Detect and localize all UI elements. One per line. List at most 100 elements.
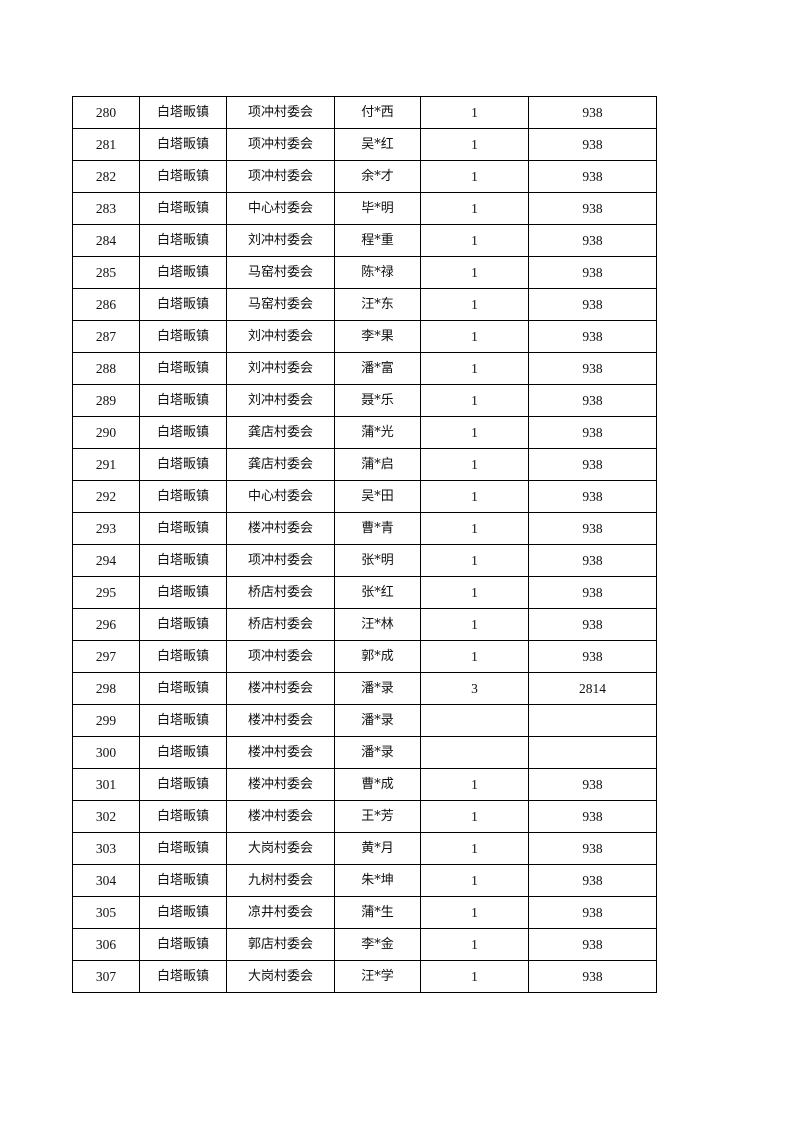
town-cell: 白塔畈镇 [139, 928, 227, 961]
count-cell: 1 [420, 384, 529, 417]
count-cell: 1 [420, 192, 529, 225]
table-row: 304 白塔畈镇 九树村委会 朱*坤 1 938 [72, 864, 657, 897]
town-cell: 白塔畈镇 [139, 768, 227, 801]
village-committee-cell: 九树村委会 [226, 864, 335, 897]
village-committee-cell: 马窑村委会 [226, 288, 335, 321]
town-cell: 白塔畈镇 [139, 192, 227, 225]
village-committee-cell: 楼冲村委会 [226, 512, 335, 545]
amount-cell: 938 [528, 416, 657, 449]
person-name-cell: 郭*成 [334, 640, 421, 673]
village-committee-cell: 桥店村委会 [226, 576, 335, 609]
village-committee-cell: 凉井村委会 [226, 896, 335, 929]
table-row: 286 白塔畈镇 马窑村委会 汪*东 1 938 [72, 288, 657, 321]
village-committee-cell: 刘冲村委会 [226, 384, 335, 417]
count-cell: 1 [420, 608, 529, 641]
row-number-cell: 287 [72, 320, 140, 353]
row-number-cell: 295 [72, 576, 140, 609]
row-number-cell: 285 [72, 256, 140, 289]
row-number-cell: 303 [72, 832, 140, 865]
town-cell: 白塔畈镇 [139, 512, 227, 545]
row-number-cell: 292 [72, 480, 140, 513]
amount-cell: 938 [528, 896, 657, 929]
town-cell: 白塔畈镇 [139, 320, 227, 353]
person-name-cell: 毕*明 [334, 192, 421, 225]
village-committee-cell: 大岗村委会 [226, 960, 335, 993]
table-row: 302 白塔畈镇 楼冲村委会 王*芳 1 938 [72, 800, 657, 833]
table-row: 296 白塔畈镇 桥店村委会 汪*林 1 938 [72, 608, 657, 641]
row-number-cell: 296 [72, 608, 140, 641]
row-number-cell: 301 [72, 768, 140, 801]
table-row: 298 白塔畈镇 楼冲村委会 潘*录 3 2814 [72, 672, 657, 705]
count-cell: 1 [420, 896, 529, 929]
count-cell: 1 [420, 352, 529, 385]
table-row: 284 白塔畈镇 刘冲村委会 程*重 1 938 [72, 224, 657, 257]
row-number-cell: 290 [72, 416, 140, 449]
count-cell: 1 [420, 128, 529, 161]
person-name-cell: 聂*乐 [334, 384, 421, 417]
count-cell: 1 [420, 224, 529, 257]
amount-cell: 938 [528, 160, 657, 193]
village-committee-cell: 桥店村委会 [226, 608, 335, 641]
town-cell: 白塔畈镇 [139, 480, 227, 513]
table-row: 290 白塔畈镇 龚店村委会 蒲*光 1 938 [72, 416, 657, 449]
town-cell: 白塔畈镇 [139, 704, 227, 737]
row-number-cell: 304 [72, 864, 140, 897]
count-cell: 1 [420, 512, 529, 545]
town-cell: 白塔畈镇 [139, 448, 227, 481]
count-cell: 1 [420, 160, 529, 193]
table-row: 287 白塔畈镇 刘冲村委会 李*果 1 938 [72, 320, 657, 353]
count-cell: 1 [420, 960, 529, 993]
row-number-cell: 294 [72, 544, 140, 577]
row-number-cell: 284 [72, 224, 140, 257]
count-cell: 1 [420, 864, 529, 897]
person-name-cell: 潘*富 [334, 352, 421, 385]
table-row: 306 白塔畈镇 郭店村委会 李*金 1 938 [72, 928, 657, 961]
count-cell: 1 [420, 576, 529, 609]
person-name-cell: 蒲*生 [334, 896, 421, 929]
person-name-cell: 张*红 [334, 576, 421, 609]
village-committee-cell: 刘冲村委会 [226, 320, 335, 353]
count-cell: 1 [420, 480, 529, 513]
count-cell: 1 [420, 288, 529, 321]
row-number-cell: 289 [72, 384, 140, 417]
row-number-cell: 305 [72, 896, 140, 929]
amount-cell [528, 736, 657, 769]
town-cell: 白塔畈镇 [139, 160, 227, 193]
table-row: 282 白塔畈镇 项冲村委会 余*才 1 938 [72, 160, 657, 193]
person-name-cell: 潘*录 [334, 672, 421, 705]
amount-cell: 938 [528, 448, 657, 481]
person-name-cell: 陈*禄 [334, 256, 421, 289]
row-number-cell: 281 [72, 128, 140, 161]
count-cell: 1 [420, 416, 529, 449]
count-cell: 1 [420, 320, 529, 353]
table-row: 291 白塔畈镇 龚店村委会 蒲*启 1 938 [72, 448, 657, 481]
person-name-cell: 余*才 [334, 160, 421, 193]
person-name-cell: 曹*成 [334, 768, 421, 801]
table-row: 294 白塔畈镇 项冲村委会 张*明 1 938 [72, 544, 657, 577]
town-cell: 白塔畈镇 [139, 864, 227, 897]
town-cell: 白塔畈镇 [139, 576, 227, 609]
village-committee-cell: 郭店村委会 [226, 928, 335, 961]
row-number-cell: 293 [72, 512, 140, 545]
person-name-cell: 潘*录 [334, 704, 421, 737]
amount-cell: 938 [528, 928, 657, 961]
amount-cell: 938 [528, 352, 657, 385]
person-name-cell: 曹*青 [334, 512, 421, 545]
table-row: 307 白塔畈镇 大岗村委会 汪*学 1 938 [72, 960, 657, 993]
table-row: 288 白塔畈镇 刘冲村委会 潘*富 1 938 [72, 352, 657, 385]
person-name-cell: 蒲*启 [334, 448, 421, 481]
person-name-cell: 李*果 [334, 320, 421, 353]
village-committee-cell: 项冲村委会 [226, 544, 335, 577]
town-cell: 白塔畈镇 [139, 352, 227, 385]
town-cell: 白塔畈镇 [139, 544, 227, 577]
table-row: 281 白塔畈镇 项冲村委会 吴*红 1 938 [72, 128, 657, 161]
village-committee-cell: 项冲村委会 [226, 160, 335, 193]
village-committee-cell: 项冲村委会 [226, 128, 335, 161]
amount-cell: 938 [528, 224, 657, 257]
table-row: 289 白塔畈镇 刘冲村委会 聂*乐 1 938 [72, 384, 657, 417]
amount-cell: 938 [528, 576, 657, 609]
count-cell: 1 [420, 256, 529, 289]
count-cell: 1 [420, 768, 529, 801]
table-body: 280 白塔畈镇 项冲村委会 付*西 1 938 281 白塔畈镇 项冲村委会 吴*红 1 938 28… [72, 96, 657, 993]
row-number-cell: 306 [72, 928, 140, 961]
